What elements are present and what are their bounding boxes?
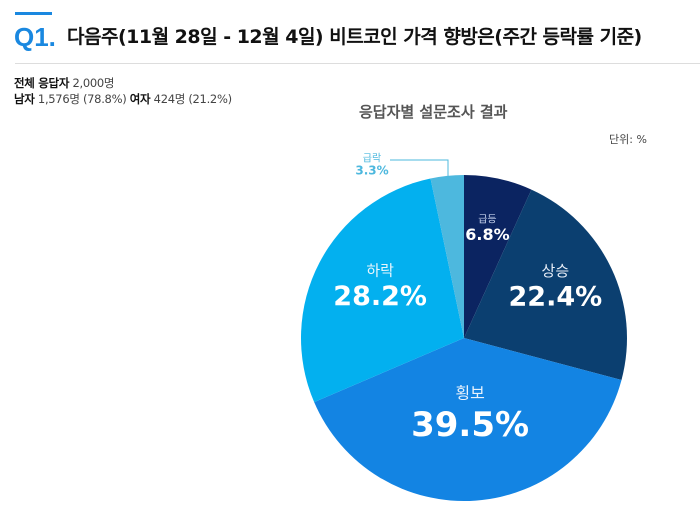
male-value: 1,576명 (78.8%): [37, 92, 127, 106]
gender-respondents: 남자 1,576명 (78.8%) 여자 424명 (21.2%): [14, 91, 232, 107]
slice-value-횡보: 39.5%: [411, 405, 529, 445]
slice-label-상승: 상승: [542, 262, 570, 280]
male-label: 남자: [14, 92, 35, 106]
pie-slice-급등: [464, 175, 532, 338]
slice-value-급등: 6.8%: [465, 225, 509, 244]
total-respondents: 전체 응답자 2,000명: [14, 75, 114, 91]
leader-line-급락: [390, 159, 449, 182]
question-title: 다음주(11월 28일 - 12월 4일) 비트코인 가격 향방은(주간 등락률…: [67, 26, 642, 48]
divider: [15, 63, 700, 64]
pie-slice-급락: [430, 175, 464, 338]
chart-title: 응답자별 설문조사 결과: [359, 103, 508, 121]
question-number: Q1.: [14, 22, 56, 52]
female-label: 여자: [129, 92, 151, 106]
total-label: 전체 응답자: [14, 76, 70, 90]
slice-label-급등: 급등: [478, 213, 496, 225]
pie-slice-상승: [464, 189, 627, 380]
total-value: 2,000명: [72, 76, 115, 90]
slice-value-급락: 3.3%: [355, 164, 388, 178]
pie-slice-횡보: [314, 338, 622, 501]
unit-label: 단위: %: [609, 133, 647, 146]
female-value: 424명 (21.2%): [153, 92, 232, 106]
slice-label-하락: 하락: [366, 261, 394, 279]
slice-label-급락: 급락: [363, 152, 381, 164]
slice-value-하락: 28.2%: [333, 281, 427, 312]
title-accent-bar: [15, 12, 52, 15]
pie-slice-하락: [301, 178, 464, 403]
slice-value-상승: 22.4%: [509, 282, 603, 313]
slice-label-횡보: 횡보: [455, 384, 484, 403]
